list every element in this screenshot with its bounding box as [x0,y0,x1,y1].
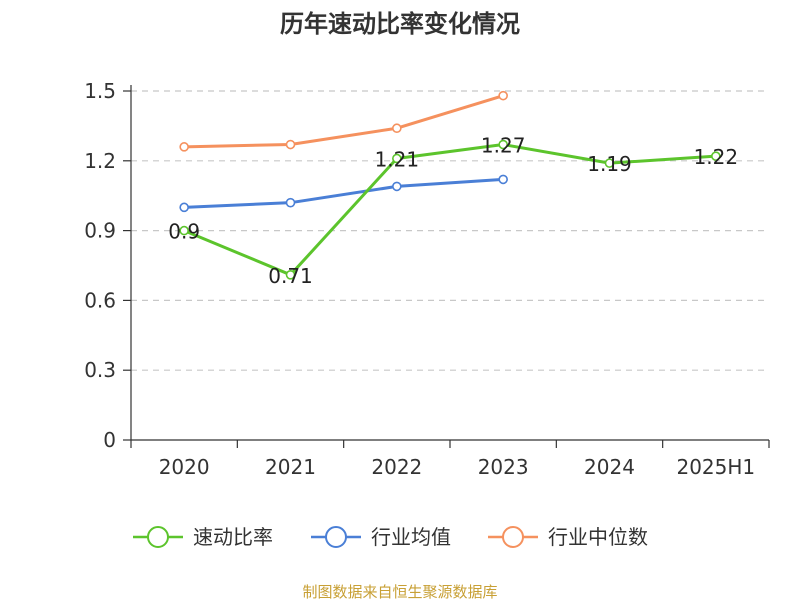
x-tick-label-2: 2022 [371,455,422,479]
y-tick-label-2: 0.6 [84,288,116,312]
source-note: 制图数据来自恒生聚源数据库 [302,583,497,600]
series-2 [179,90,508,152]
chart-title: 历年速动比率变化情况 [280,10,520,38]
series-line-2 [184,94,504,149]
data-point [179,225,189,236]
x-tick-label-5: 2025H1 [676,455,755,479]
data-point [498,174,508,185]
legend-item-0: 速动比率 [133,525,273,549]
series-0: 0.9 0.71 1.21 1.27 1.19 1.22 [168,134,738,288]
data-label: 1.19 [587,152,632,176]
series-group: 0.9 0.71 1.21 1.27 1.19 1.22 [168,90,738,288]
data-point [392,153,402,164]
legend-marker [147,526,169,548]
y-tick-label-5: 1.5 [84,79,116,103]
data-point [285,270,296,280]
data-point [392,181,402,192]
data-point [179,142,189,152]
data-label: 1.22 [694,145,739,169]
data-label: 1.27 [481,134,526,158]
legend-label: 行业均值 [371,525,451,549]
y-tick-label-0: 0 [103,428,116,452]
data-point [285,139,296,150]
y-tick-label-1: 0.3 [84,358,116,382]
data-point [392,123,402,134]
x-tick-label-1: 2021 [265,455,316,479]
data-label: 1.21 [375,147,420,171]
data-point [604,158,615,168]
data-label: 0.9 [168,220,200,244]
legend-label: 行业中位数 [548,525,648,549]
x-tick-label-0: 2020 [159,455,210,479]
legend: 速动比率 行业均值 行业中位数 [133,525,648,549]
data-label: 0.71 [268,264,313,288]
legend-marker [502,526,524,548]
legend-label: 速动比率 [193,525,273,549]
data-point [498,90,508,101]
y-tick-label-4: 1.2 [84,149,116,173]
legend-item-1: 行业均值 [311,525,451,549]
data-point [179,202,189,213]
series-line-0 [183,143,716,277]
legend-item-2: 行业中位数 [488,525,648,549]
y-tick-label-3: 0.9 [84,219,116,243]
x-tick-label-4: 2024 [584,455,635,479]
series-line-1 [184,177,504,209]
data-point [498,139,508,150]
axes: 0 0.3 0.6 0.9 1.2 1.5 2020 2021 2022 2023 2024 2025… [84,79,770,479]
data-point [711,151,721,161]
data-point [285,197,296,208]
series-1 [179,174,508,213]
grid-lines [131,90,769,371]
x-tick-label-3: 2023 [478,455,529,479]
legend-marker [325,526,347,548]
